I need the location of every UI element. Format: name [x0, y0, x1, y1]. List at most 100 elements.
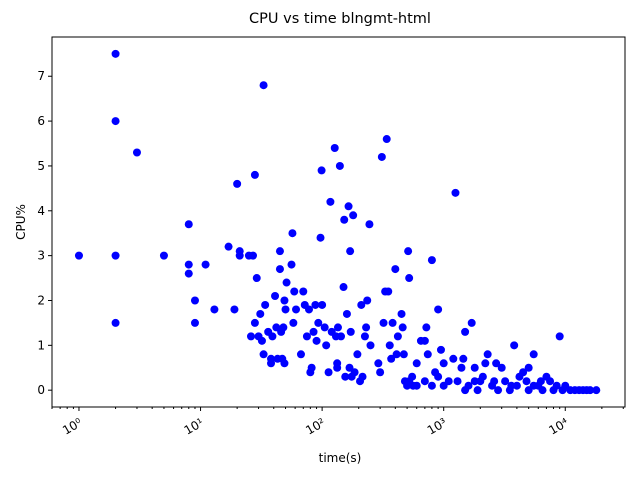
point [399, 350, 408, 359]
point [307, 363, 316, 372]
point [287, 260, 296, 269]
point [250, 170, 259, 179]
y-tick-label: 7 [37, 69, 45, 83]
point [529, 381, 538, 390]
point [497, 363, 506, 372]
point [346, 247, 355, 256]
point [324, 368, 333, 377]
point [246, 332, 255, 341]
point [470, 363, 479, 372]
point [326, 197, 335, 206]
point [346, 327, 355, 336]
point [586, 386, 595, 395]
point [423, 350, 432, 359]
point [111, 318, 120, 327]
point [337, 332, 346, 341]
point [302, 332, 311, 341]
point [467, 318, 476, 327]
point [289, 318, 298, 327]
point [210, 305, 219, 314]
point [320, 323, 329, 332]
point [434, 305, 443, 314]
point [387, 354, 396, 363]
point [267, 359, 276, 368]
point [330, 144, 339, 152]
point [296, 350, 305, 359]
point [536, 377, 545, 386]
point [190, 296, 199, 305]
point [436, 345, 445, 354]
point [316, 233, 325, 242]
point [339, 283, 348, 292]
point [391, 265, 400, 274]
point [333, 359, 342, 368]
point [252, 274, 261, 283]
point [510, 341, 519, 350]
y-tick-label: 0 [37, 383, 45, 397]
point [420, 377, 429, 386]
point [201, 260, 210, 269]
point [439, 381, 448, 390]
point [309, 327, 318, 336]
point [473, 386, 482, 395]
point [538, 386, 547, 395]
y-axis-label: CPU% [14, 204, 28, 240]
point [280, 296, 289, 305]
point [422, 323, 431, 332]
point [512, 381, 521, 390]
point [299, 287, 308, 296]
point [409, 381, 418, 390]
point [314, 318, 323, 327]
point [353, 350, 362, 359]
point [404, 247, 413, 256]
point [434, 372, 443, 381]
point [453, 377, 462, 386]
point [384, 287, 393, 296]
point [546, 377, 555, 386]
point [515, 372, 524, 381]
point [392, 350, 401, 359]
point [362, 323, 371, 332]
point [159, 251, 168, 260]
point [312, 336, 321, 345]
point [357, 300, 366, 309]
point [459, 354, 468, 363]
point [529, 350, 538, 359]
point [457, 363, 466, 372]
y-tick-label: 6 [37, 114, 45, 128]
point [558, 386, 567, 395]
point [235, 251, 244, 260]
point [317, 166, 326, 175]
point [492, 359, 501, 368]
point [405, 274, 414, 283]
point [275, 247, 284, 256]
point [311, 300, 320, 309]
point [379, 318, 388, 327]
point [461, 327, 470, 336]
point [360, 332, 369, 341]
point [470, 377, 479, 386]
point [365, 220, 374, 229]
point [290, 287, 299, 296]
point [376, 368, 385, 377]
point [111, 49, 120, 58]
point [333, 323, 342, 332]
point [257, 336, 266, 345]
point [374, 359, 383, 368]
point [420, 336, 429, 345]
point [412, 359, 421, 368]
point [363, 296, 372, 305]
point [358, 372, 367, 381]
x-axis-label: time(s) [319, 451, 362, 465]
point [464, 381, 473, 390]
point [522, 377, 531, 386]
point [248, 251, 257, 260]
point [507, 381, 516, 390]
chart-title: CPU vs time blngmt-html [249, 11, 431, 27]
point [184, 269, 193, 278]
point [322, 341, 331, 350]
point [74, 251, 83, 260]
point [259, 350, 268, 359]
point [275, 265, 284, 274]
